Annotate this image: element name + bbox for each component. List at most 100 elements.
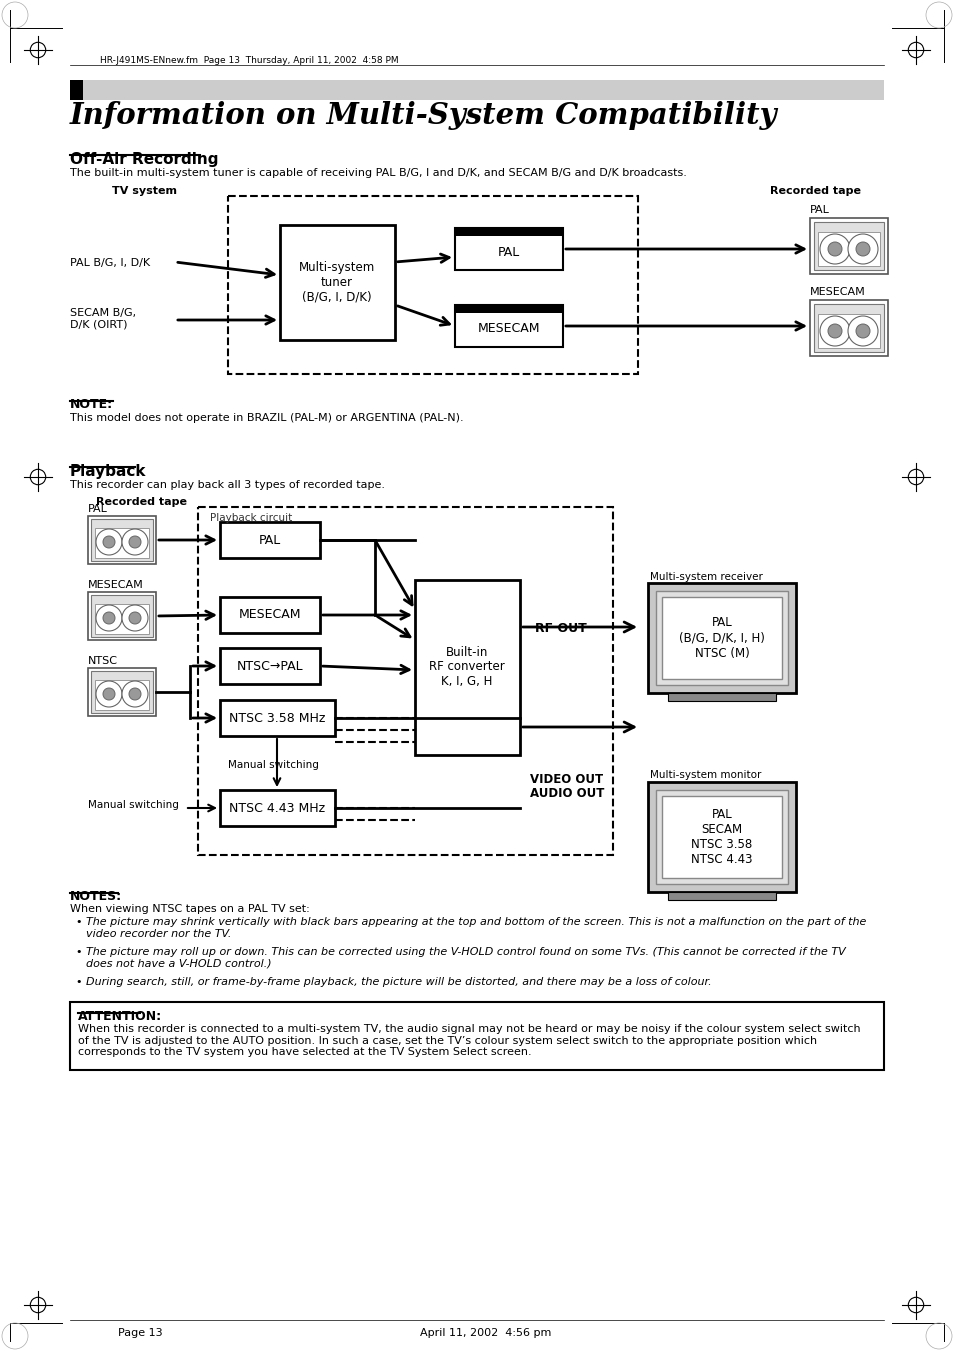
Circle shape: [96, 530, 122, 555]
Text: MESECAM: MESECAM: [477, 323, 539, 335]
Circle shape: [855, 242, 869, 255]
Bar: [95, 604, 149, 634]
Text: MESECAM: MESECAM: [238, 608, 301, 621]
Circle shape: [129, 536, 141, 549]
Circle shape: [820, 234, 849, 263]
Text: Playback: Playback: [70, 463, 147, 480]
Text: •: •: [75, 917, 81, 927]
Bar: [280, 226, 395, 340]
Text: The picture may shrink vertically with black bars appearing at the top and botto: The picture may shrink vertically with b…: [86, 917, 865, 939]
Text: NTSC 4.43 MHz: NTSC 4.43 MHz: [229, 801, 325, 815]
Bar: [95, 528, 149, 558]
Bar: [455, 228, 562, 236]
Text: Recorded tape: Recorded tape: [769, 186, 861, 196]
Text: Multi-system monitor: Multi-system monitor: [649, 770, 760, 780]
Circle shape: [855, 324, 869, 338]
Text: NTSC: NTSC: [88, 657, 118, 666]
Bar: [656, 790, 787, 884]
Bar: [220, 597, 319, 634]
Bar: [88, 516, 156, 563]
Text: NTSC 3.58 MHz: NTSC 3.58 MHz: [229, 712, 325, 724]
Text: The built-in multi-system tuner is capable of receiving PAL B/G, I and D/K, and : The built-in multi-system tuner is capab…: [70, 168, 686, 178]
Bar: [415, 580, 519, 755]
Circle shape: [122, 605, 148, 631]
Bar: [667, 693, 775, 701]
Text: Manual switching: Manual switching: [88, 800, 179, 811]
Circle shape: [129, 688, 141, 700]
Circle shape: [96, 681, 122, 707]
Bar: [95, 680, 149, 711]
Bar: [228, 196, 638, 374]
Bar: [647, 782, 795, 892]
Bar: [647, 584, 795, 693]
Text: PAL B/G, I, D/K: PAL B/G, I, D/K: [70, 258, 150, 267]
Text: When this recorder is connected to a multi-system TV, the audio signal may not b: When this recorder is connected to a mul…: [78, 1024, 860, 1058]
Circle shape: [103, 536, 115, 549]
Bar: [70, 80, 83, 100]
Text: When viewing NTSC tapes on a PAL TV set:: When viewing NTSC tapes on a PAL TV set:: [70, 904, 310, 915]
Bar: [88, 667, 156, 716]
Bar: [817, 232, 879, 266]
Text: SECAM B/G,
D/K (OIRT): SECAM B/G, D/K (OIRT): [70, 308, 136, 330]
Text: PAL
SECAM
NTSC 3.58
NTSC 4.43: PAL SECAM NTSC 3.58 NTSC 4.43: [691, 808, 752, 866]
Text: AUDIO OUT: AUDIO OUT: [530, 788, 604, 800]
Circle shape: [103, 612, 115, 624]
Text: Built-in
RF converter
K, I, G, H: Built-in RF converter K, I, G, H: [429, 646, 504, 689]
Bar: [91, 671, 152, 713]
Text: Page 13: Page 13: [118, 1328, 162, 1337]
Text: Multi-system
tuner
(B/G, I, D/K): Multi-system tuner (B/G, I, D/K): [298, 261, 375, 304]
Bar: [220, 790, 335, 825]
Text: This model does not operate in BRAZIL (PAL-M) or ARGENTINA (PAL-N).: This model does not operate in BRAZIL (P…: [70, 413, 463, 423]
Bar: [813, 222, 883, 270]
Text: NOTES:: NOTES:: [70, 890, 122, 902]
Text: PAL: PAL: [258, 534, 281, 547]
Bar: [809, 218, 887, 274]
Text: TV system: TV system: [112, 186, 177, 196]
Bar: [455, 228, 562, 270]
Text: HR-J491MS-ENnew.fm  Page 13  Thursday, April 11, 2002  4:58 PM: HR-J491MS-ENnew.fm Page 13 Thursday, Apr…: [100, 55, 398, 65]
Circle shape: [827, 242, 841, 255]
Text: MESECAM: MESECAM: [88, 580, 144, 590]
Text: Manual switching: Manual switching: [228, 761, 318, 770]
Text: ATTENTION:: ATTENTION:: [78, 1011, 162, 1023]
Text: April 11, 2002  4:56 pm: April 11, 2002 4:56 pm: [419, 1328, 551, 1337]
Bar: [70, 80, 883, 100]
Text: This recorder can play back all 3 types of recorded tape.: This recorder can play back all 3 types …: [70, 480, 385, 490]
Circle shape: [827, 324, 841, 338]
Bar: [656, 590, 787, 685]
Circle shape: [103, 688, 115, 700]
Circle shape: [820, 316, 849, 346]
Text: VIDEO OUT: VIDEO OUT: [530, 773, 602, 786]
Text: NTSC→PAL: NTSC→PAL: [236, 659, 303, 673]
Text: •: •: [75, 977, 81, 988]
Text: •: •: [75, 947, 81, 957]
Text: RF OUT: RF OUT: [535, 621, 586, 635]
Bar: [667, 892, 775, 900]
Bar: [91, 594, 152, 638]
Bar: [809, 300, 887, 357]
Text: Recorded tape: Recorded tape: [96, 497, 187, 507]
Bar: [661, 597, 781, 680]
Circle shape: [847, 234, 877, 263]
Circle shape: [122, 530, 148, 555]
Text: NOTE:: NOTE:: [70, 399, 113, 411]
Bar: [817, 313, 879, 349]
Circle shape: [847, 316, 877, 346]
Circle shape: [129, 612, 141, 624]
Bar: [91, 519, 152, 561]
Text: The picture may roll up or down. This can be corrected using the V-HOLD control : The picture may roll up or down. This ca…: [86, 947, 845, 969]
Text: PAL: PAL: [88, 504, 108, 513]
Text: Information on Multi-System Compatibility: Information on Multi-System Compatibilit…: [70, 101, 777, 130]
Circle shape: [96, 605, 122, 631]
Bar: [455, 305, 562, 347]
Text: During search, still, or frame-by-frame playback, the picture will be distorted,: During search, still, or frame-by-frame …: [86, 977, 711, 988]
Bar: [220, 521, 319, 558]
Circle shape: [122, 681, 148, 707]
Bar: [198, 507, 613, 855]
Bar: [455, 305, 562, 313]
Text: MESECAM: MESECAM: [809, 286, 864, 297]
Text: PAL: PAL: [809, 205, 829, 215]
Text: PAL
(B/G, D/K, I, H)
NTSC (M): PAL (B/G, D/K, I, H) NTSC (M): [679, 616, 764, 659]
Text: Playback circuit: Playback circuit: [210, 513, 292, 523]
Bar: [88, 592, 156, 640]
